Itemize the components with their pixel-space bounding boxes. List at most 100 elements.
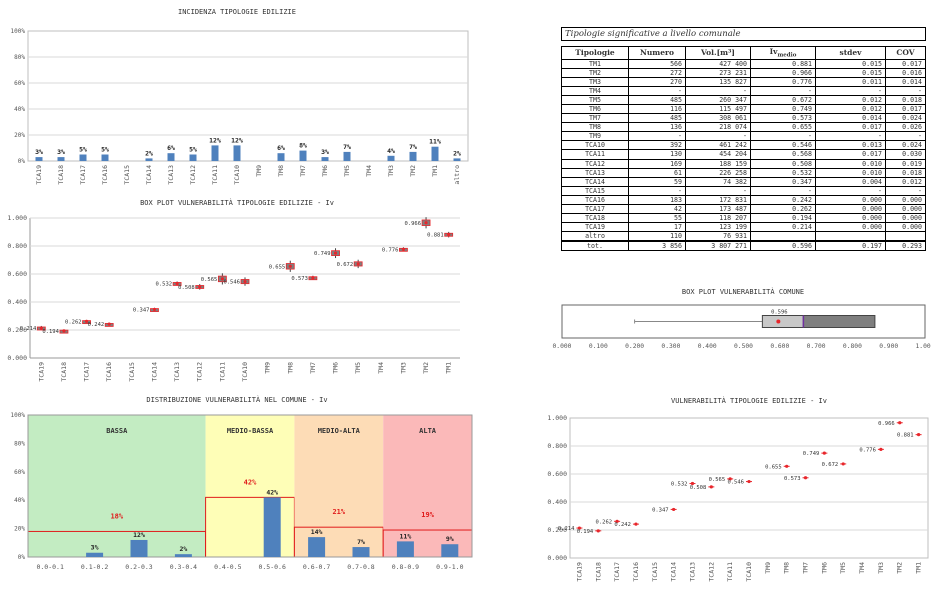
data-label: 7% (357, 538, 365, 546)
bar (387, 155, 395, 161)
table-cell: TM2 (561, 67, 629, 78)
x-tick-label: TM2 (896, 562, 904, 574)
chart-title: BOX PLOT VULNERABILITÀ TIPOLOGIE EDILIZI… (140, 198, 334, 207)
data-label: 11% (400, 532, 412, 540)
y-tick-label: 60% (14, 469, 25, 476)
data-label: 6% (167, 144, 175, 152)
data-label: 0.214 (20, 326, 37, 332)
x-tick-label: TCA15 (651, 562, 659, 582)
x-tick-label: TCA18 (594, 562, 602, 582)
bar (101, 154, 109, 161)
table-row: TCA16 183 172 831 0.242 0.000 0.000 (561, 194, 926, 206)
table-header-row: Tipologie Numero Vol.[m³] Ivmedio stdev … (561, 46, 926, 60)
table-cell: TM3 (561, 76, 629, 87)
mean-point (356, 262, 360, 266)
table-cell: 55 (628, 213, 686, 224)
table-cell: 427 400 (685, 58, 751, 69)
table-row: TM6 116 115 497 0.749 0.012 0.017 (561, 103, 926, 115)
table-cell: - (685, 131, 751, 142)
table-cell: 273 231 (685, 67, 751, 78)
zone-background (28, 415, 206, 557)
table-cell: 0.004 (815, 176, 886, 187)
data-label: 0.573 (291, 276, 308, 282)
bar (441, 544, 459, 557)
table-cell: - (815, 85, 886, 96)
table-total-row: tot. 3 856 3 807 271 0.596 0.197 0.293 (561, 240, 926, 252)
table-cell: 485 (628, 113, 686, 124)
table-row: TM1 566 427 400 0.881 0.015 0.017 (561, 58, 926, 69)
bar (299, 150, 307, 161)
x-tick-label: 0.600 (770, 343, 789, 350)
bar (167, 153, 175, 161)
x-tick-label: 1.000 (916, 343, 931, 350)
bar (57, 157, 65, 161)
point (841, 462, 845, 466)
mean-point (333, 251, 338, 255)
x-tick-label: TM7 (309, 362, 317, 374)
x-tick-label: TCA13 (688, 562, 696, 582)
box-upper (802, 315, 876, 328)
table-cell: 169 (628, 158, 686, 169)
table-cell: TM4 (561, 85, 629, 96)
table-cell: 116 (628, 103, 686, 115)
table-cell: 76 931 (685, 231, 751, 242)
zone-total-label: 19% (421, 511, 434, 519)
table-cell: 42 (628, 203, 686, 215)
x-tick-label: TCA12 (707, 562, 715, 582)
data-label: 0.546 (727, 480, 744, 486)
box-lower (761, 315, 804, 328)
data-label: 0.242 (614, 522, 631, 528)
point (672, 507, 676, 512)
table-cell: TCA18 (561, 213, 629, 224)
y-tick-label: 80% (14, 54, 25, 61)
x-tick-label: 0.0-0.1 (36, 563, 63, 571)
table-row: TCA11 130 454 204 0.568 0.017 0.030 (561, 149, 926, 160)
data-label: 7% (343, 143, 351, 151)
x-tick-label: TM5 (354, 362, 362, 374)
table-cell: 61 (628, 167, 686, 178)
boxplot-comune-chart: BOX PLOT VULNERABILITÀ COMUNE 0.596 0.000 0… (553, 287, 931, 350)
table-cell: 260 347 (685, 94, 751, 105)
table-row: TM3 270 135 827 0.776 0.011 0.014 (561, 76, 926, 87)
y-tick-label: 40% (14, 106, 25, 113)
data-label: 0.749 (314, 251, 331, 257)
table-cell: 74 382 (685, 176, 751, 187)
data-label: 42% (266, 488, 278, 496)
y-tick-label: 0.200 (7, 326, 27, 334)
table-cell: TM7 (561, 113, 629, 124)
table-cell: 0.194 (750, 213, 816, 224)
table-row: TCA12 169 188 159 0.508 0.010 0.019 (561, 158, 926, 169)
data-label: 0.532 (671, 482, 688, 488)
table-cell: 0.000 (815, 222, 886, 233)
table-cell: 0.011 (815, 76, 886, 87)
point (615, 519, 619, 523)
table-cell: 0.672 (750, 94, 816, 105)
x-tick-label: TCA11 (211, 165, 219, 185)
incidence-chart: INCIDENZA TIPOLOGIE EDILIZIE 0% 20% 40% 60% 8… (11, 8, 469, 185)
table-cell: - (628, 85, 686, 96)
table-row: TCA14 59 74 382 0.347 0.004 0.012 (561, 176, 926, 187)
x-tick-label: TM9 (255, 165, 263, 177)
table-cell: TCA19 (561, 222, 629, 233)
table-cell: 392 (628, 140, 686, 151)
x-tick-label: TM1 (915, 562, 923, 574)
data-label: 0.749 (803, 451, 820, 457)
table-cell: 566 (628, 58, 686, 69)
table-cell: 0.776 (750, 76, 816, 87)
point (596, 529, 600, 533)
point (822, 451, 826, 455)
table-cell: 3 856 (628, 240, 686, 252)
y-tick-label: 0.000 (7, 354, 27, 362)
bar (86, 552, 104, 557)
point (728, 477, 732, 481)
table-cell: 135 827 (685, 76, 751, 87)
table-cell: - (685, 85, 751, 96)
bar (308, 537, 326, 557)
table-cell: 172 831 (685, 194, 751, 206)
mean-point (175, 281, 179, 286)
x-tick-label: TCA19 (35, 165, 43, 185)
table-cell: 218 074 (685, 122, 751, 133)
data-label: 3% (57, 148, 65, 156)
table-cell: 0.532 (750, 167, 816, 178)
x-tick-label: 0.2-0.3 (125, 563, 152, 571)
